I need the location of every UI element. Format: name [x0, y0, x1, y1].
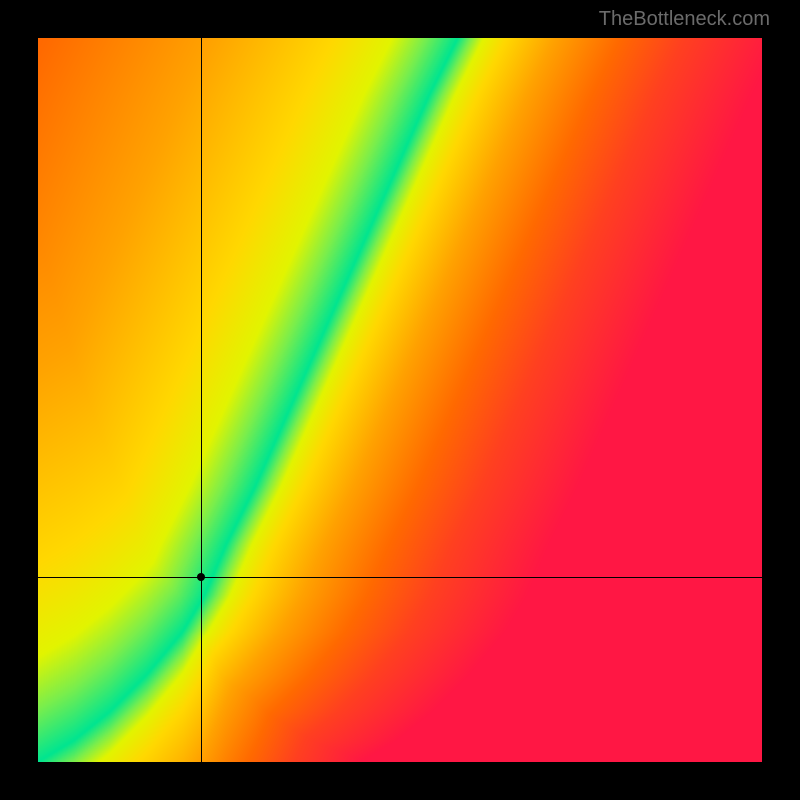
marker-dot: [197, 573, 205, 581]
crosshair-vertical: [201, 38, 202, 762]
watermark-text: TheBottleneck.com: [599, 8, 770, 31]
heatmap-canvas: [38, 38, 762, 762]
crosshair-horizontal: [38, 577, 762, 578]
plot-area: [38, 38, 762, 762]
